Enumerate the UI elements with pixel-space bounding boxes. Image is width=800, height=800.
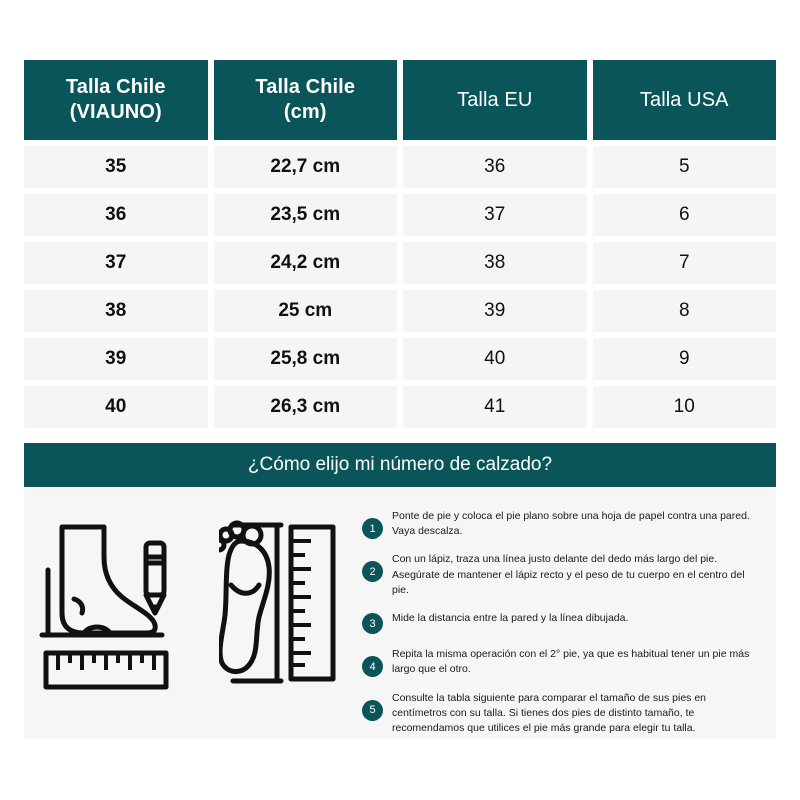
cell-talla-eu: 37 xyxy=(403,194,587,236)
cell-talla-cm: 25,8 cm xyxy=(213,338,397,380)
step-number-badge: 1 xyxy=(362,518,383,539)
column-header-line-2: (cm) xyxy=(283,101,327,123)
cell-talla-eu: 38 xyxy=(403,242,587,284)
cell-talla-eu: 41 xyxy=(403,386,587,428)
foot-side-view-with-pencil-and-ruler-icon xyxy=(39,524,169,690)
step-item: 2 Con un lápiz, traza una línea justo de… xyxy=(362,552,754,598)
table-row: 37 24,2 cm 38 7 xyxy=(24,242,776,284)
column-header-line-2: (VIAUNO) xyxy=(69,101,162,123)
step-item: 4 Repita la misma operación con el 2° pi… xyxy=(362,647,754,678)
cell-talla-usa: 10 xyxy=(592,386,776,428)
cell-talla-cm: 26,3 cm xyxy=(213,386,397,428)
cell-talla-usa: 5 xyxy=(592,146,776,188)
cell-talla-cm: 22,7 cm xyxy=(213,146,397,188)
cell-talla-eu: 39 xyxy=(403,290,587,332)
cell-talla-cm: 23,5 cm xyxy=(213,194,397,236)
column-header-line-1: Talla Chile xyxy=(65,76,166,98)
steps-list: 1 Ponte de pie y coloca el pie plano sob… xyxy=(354,505,776,749)
step-text: Repita la misma operación con el 2° pie,… xyxy=(392,648,750,676)
cell-talla-eu: 40 xyxy=(403,338,587,380)
column-header-line-1: Talla Chile xyxy=(255,76,356,98)
column-header-line-1: Talla USA xyxy=(639,88,729,111)
size-table: Talla Chile (VIAUNO) Talla Chile (cm) Ta… xyxy=(24,60,776,434)
cell-talla-usa: 8 xyxy=(592,290,776,332)
table-row: 38 25 cm 39 8 xyxy=(24,290,776,332)
step-number-badge: 4 xyxy=(362,656,383,678)
column-header-line-1: Talla EU xyxy=(457,88,533,111)
cell-talla-cm: 25 cm xyxy=(213,290,397,332)
table-row: 35 22,7 cm 36 5 xyxy=(24,146,776,188)
cell-talla-usa: 9 xyxy=(592,338,776,380)
cell-talla-eu: 36 xyxy=(403,146,587,188)
cell-talla-chile: 36 xyxy=(24,194,208,236)
cell-talla-usa: 6 xyxy=(592,194,776,236)
step-text: Consulte la tabla siguiente para compara… xyxy=(392,691,707,734)
table-header-row: Talla Chile (VIAUNO) Talla Chile (cm) Ta… xyxy=(24,60,776,140)
step-item: 1 Ponte de pie y coloca el pie plano sob… xyxy=(362,509,754,539)
cell-talla-chile: 38 xyxy=(24,290,208,332)
step-text: Mide la distancia entre la pared y la lí… xyxy=(392,612,629,625)
column-header-talla-usa: Talla USA xyxy=(592,60,776,140)
step-item: 5 Consulte la tabla siguiente para compa… xyxy=(362,691,754,737)
cell-talla-usa: 7 xyxy=(592,242,776,284)
step-item: 3 Mide la distancia entre la pared y la … xyxy=(362,611,754,635)
step-number-badge: 5 xyxy=(362,699,383,721)
footprint-top-view-with-ruler-icon xyxy=(219,520,336,684)
cell-talla-cm: 24,2 cm xyxy=(213,242,397,284)
measurement-guide-section: ¿Cómo elijo mi número de calzado? xyxy=(24,443,776,738)
column-header-talla-chile-viauno: Talla Chile (VIAUNO) xyxy=(24,60,208,140)
table-row: 39 25,8 cm 40 9 xyxy=(24,338,776,380)
illustration-group xyxy=(24,505,354,749)
cell-talla-chile: 40 xyxy=(24,386,208,428)
guide-title: ¿Cómo elijo mi número de calzado? xyxy=(247,454,553,475)
cell-talla-chile: 35 xyxy=(24,146,208,188)
cell-talla-chile: 37 xyxy=(24,242,208,284)
step-number-badge: 3 xyxy=(362,613,383,635)
cell-talla-chile: 39 xyxy=(24,338,208,380)
column-header-talla-chile-cm: Talla Chile (cm) xyxy=(213,60,397,140)
table-row: 36 23,5 cm 37 6 xyxy=(24,194,776,236)
step-number-badge: 2 xyxy=(362,561,383,583)
table-body: 35 22,7 cm 36 5 36 23,5 cm 37 6 37 24,2 … xyxy=(24,146,776,428)
guide-banner: ¿Cómo elijo mi número de calzado? xyxy=(24,443,776,487)
step-text: Con un lápiz, traza una línea justo dela… xyxy=(392,553,745,596)
table-row: 40 26,3 cm 41 10 xyxy=(24,386,776,428)
guide-body: 1 Ponte de pie y coloca el pie plano sob… xyxy=(24,487,776,749)
step-text: Ponte de pie y coloca el pie plano sobre… xyxy=(392,510,750,538)
column-header-talla-eu: Talla EU xyxy=(403,60,587,140)
